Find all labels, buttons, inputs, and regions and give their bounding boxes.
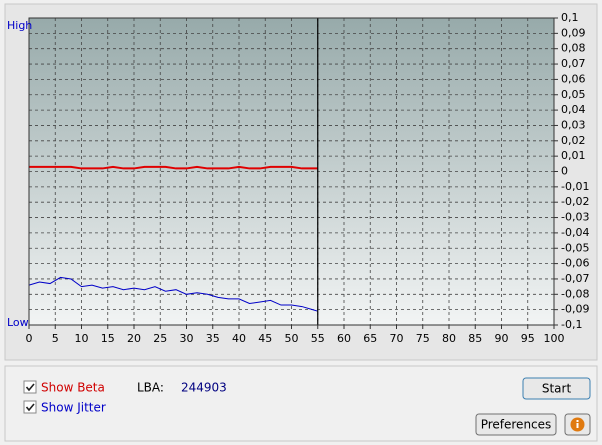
- jitter-label[interactable]: Show Jitter: [41, 401, 106, 415]
- jitter-checkbox[interactable]: [23, 400, 37, 414]
- x-tick-label: 40: [232, 332, 246, 345]
- x-tick-label: 80: [442, 332, 456, 345]
- y-tick-label: -0,02: [561, 195, 589, 208]
- plot-border: [28, 17, 555, 326]
- grid: [28, 17, 558, 329]
- y-tick-label: -0,03: [561, 211, 589, 224]
- x-tick-label: 55: [311, 332, 325, 345]
- x-tick-label: 5: [52, 332, 59, 345]
- y-tick-label: 0,04: [561, 103, 586, 116]
- y-tick-label: 0,03: [561, 118, 586, 131]
- start-button-label[interactable]: Start: [542, 382, 572, 396]
- checkmark: [25, 383, 35, 392]
- preferences-button-label[interactable]: Preferences: [481, 418, 552, 432]
- y-tick-label: 0,05: [561, 88, 586, 101]
- y-tick-label: 0,02: [561, 134, 586, 147]
- x-tick-label: 60: [337, 332, 351, 345]
- start-button[interactable]: [522, 377, 591, 400]
- y-tick-label: -0,09: [561, 303, 589, 316]
- x-tick-label: 35: [206, 332, 220, 345]
- checkmark: [25, 403, 35, 412]
- high-label: High: [7, 19, 32, 32]
- y-tick-label: 0,07: [561, 57, 586, 70]
- x-tick-label: 85: [468, 332, 482, 345]
- x-tick-label: 50: [285, 332, 299, 345]
- beta-label[interactable]: Show Beta: [41, 381, 105, 395]
- y-tick-label: 0,08: [561, 42, 586, 55]
- x-tick-label: 65: [363, 332, 377, 345]
- series-line: [28, 276, 318, 312]
- y-tick-label: -0,05: [561, 241, 589, 254]
- lba-value: 244903: [181, 381, 227, 395]
- y-tick-label: 0,01: [561, 149, 586, 162]
- x-tick-label: 90: [495, 332, 509, 345]
- y-tick-label: -0,08: [561, 287, 589, 300]
- x-tick-label: 75: [416, 332, 430, 345]
- series-line: [29, 165, 318, 170]
- controls: Show Beta Show Jitter LBA: 244903 Start …: [23, 377, 591, 436]
- y-tick-label: -0,07: [561, 272, 589, 285]
- plot-area: [29, 18, 554, 325]
- lba-label: LBA:: [137, 381, 164, 395]
- x-tick-label: 95: [521, 332, 535, 345]
- x-tick-label: 15: [101, 332, 115, 345]
- y-tick-label: 0,09: [561, 26, 586, 39]
- y-tick-label: -0,01: [561, 180, 589, 193]
- beta-checkbox[interactable]: [23, 380, 37, 394]
- x-tick-label: 30: [180, 332, 194, 345]
- x-tick-label: 45: [258, 332, 272, 345]
- x-tick-label: 0: [26, 332, 33, 345]
- low-label: Low: [7, 316, 29, 329]
- x-tick-label: 100: [544, 332, 565, 345]
- y-tick-label: 0,1: [561, 11, 579, 24]
- y-tick-label: 0,06: [561, 72, 586, 85]
- x-tick-label: 20: [127, 332, 141, 345]
- x-tick-label: 70: [390, 332, 404, 345]
- y-tick-label: -0,04: [561, 226, 589, 239]
- y-tick-label: -0,06: [561, 257, 589, 270]
- info-icon-glyph: [576, 420, 579, 422]
- x-tick-label: 10: [75, 332, 89, 345]
- y-tick-label: -0,1: [561, 318, 582, 331]
- y-tick-label: 0: [561, 165, 568, 178]
- marks: [28, 18, 319, 325]
- preferences-button[interactable]: [475, 413, 557, 436]
- x-tick-label: 25: [153, 332, 167, 345]
- info-icon-glyph: [576, 423, 579, 428]
